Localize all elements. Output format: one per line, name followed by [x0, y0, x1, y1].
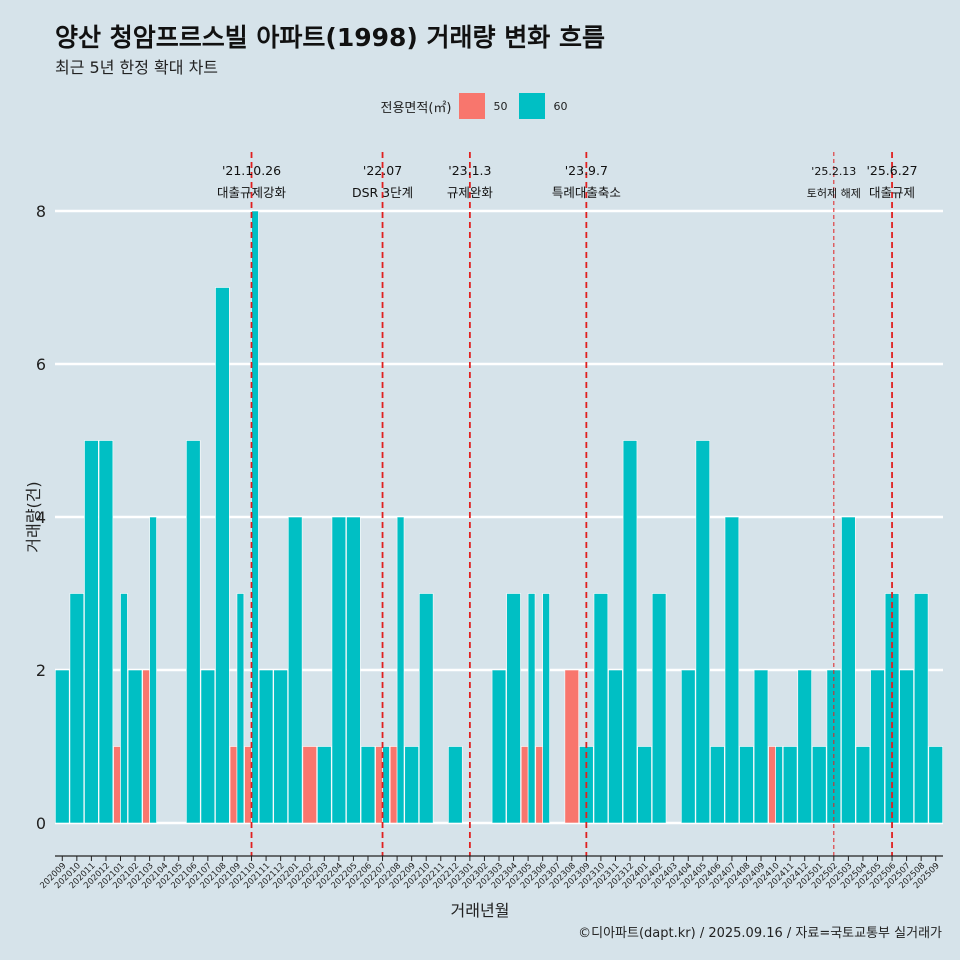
bar-50	[768, 746, 776, 824]
bar-60	[448, 746, 463, 824]
bar-60	[928, 746, 943, 824]
legend-swatch-60	[519, 93, 546, 119]
bar-50	[564, 669, 580, 824]
bar-60	[98, 440, 114, 824]
bar-60	[855, 746, 871, 824]
bar-60	[870, 669, 885, 824]
bar-60	[258, 669, 274, 824]
event-date-label: '25.2.13	[811, 165, 856, 178]
bar-50	[535, 746, 543, 824]
bar-60	[775, 746, 783, 824]
bar-60	[287, 516, 303, 824]
bar-60	[710, 746, 725, 824]
bar-60	[913, 593, 929, 824]
bar-50	[229, 746, 238, 824]
bar-60	[841, 516, 856, 824]
bar-60	[637, 746, 652, 824]
bar-50	[142, 669, 150, 824]
bar-60	[127, 669, 143, 824]
bar-60	[491, 669, 507, 824]
event-date-label: '23.1.3	[448, 163, 491, 178]
bar-60	[200, 669, 216, 824]
bar-60	[724, 516, 740, 824]
bar-60	[782, 746, 798, 824]
event-date-label: '25.6.27	[866, 163, 917, 178]
bar-60	[69, 593, 85, 824]
bar-60	[236, 593, 245, 824]
bar-50	[113, 746, 121, 824]
y-tick-label: 2	[36, 661, 46, 680]
bar-60	[404, 746, 419, 824]
bar-50	[520, 746, 529, 824]
bar-60	[542, 593, 550, 824]
event-date-label: '22.07	[363, 163, 402, 178]
event-name-label: 특례대출축소	[552, 185, 621, 200]
bar-60	[695, 440, 711, 824]
bar-60	[418, 593, 434, 824]
y-tick-label: 6	[36, 355, 46, 374]
bar-60	[317, 746, 332, 824]
bar-60	[346, 516, 361, 824]
event-name-label: 토허제 해제	[807, 186, 861, 200]
legend-label-60: 60	[553, 99, 568, 113]
event-name-label: DSR 3단계	[352, 185, 413, 200]
bar-60	[186, 440, 201, 824]
bar-60	[382, 746, 390, 824]
bar-60	[812, 746, 827, 824]
bar-60	[797, 669, 812, 824]
bar-60	[360, 746, 376, 824]
bar-60	[899, 669, 914, 824]
x-axis-label: 거래년월	[450, 901, 510, 920]
event-date-label: '23.9.7	[565, 163, 608, 178]
source-caption: ©디아파트(dapt.kr) / 2025.09.16 / 자료=국토교통부 실…	[578, 926, 942, 941]
bar-60	[396, 516, 405, 824]
bar-60	[593, 593, 609, 824]
bar-60	[251, 210, 259, 824]
legend-swatch-50	[459, 93, 486, 119]
chart-subtitle: 최근 5년 한정 확대 차트	[55, 58, 219, 77]
bar-60	[608, 669, 623, 824]
y-tick-label: 8	[36, 202, 46, 221]
bar-60	[84, 440, 99, 824]
bar-60	[120, 593, 128, 824]
bar-60	[527, 593, 536, 824]
bar-60	[622, 440, 638, 824]
event-name-label: 대출규제	[869, 185, 915, 200]
event-name-label: 규제완화	[447, 185, 494, 200]
legend: 전용면적(㎡) 50 60	[0, 93, 960, 119]
bar-60	[739, 746, 754, 824]
bar-60	[149, 516, 157, 824]
bar-60	[273, 669, 288, 824]
bar-60	[55, 669, 70, 824]
legend-title: 전용면적(㎡)	[380, 100, 452, 116]
bar-60	[681, 669, 696, 824]
bar-50	[375, 746, 383, 824]
bar-60	[331, 516, 347, 824]
bar-60	[651, 593, 667, 824]
bar-50	[244, 746, 252, 824]
bar-60	[215, 287, 230, 824]
y-tick-label: 0	[36, 814, 46, 833]
bar-60	[753, 669, 769, 824]
y-axis-label: 거래량(건)	[24, 481, 43, 553]
bar-50	[389, 746, 398, 824]
bar-50	[302, 746, 317, 824]
legend-label-50: 50	[493, 99, 508, 113]
event-date-label: '21.10.26	[222, 163, 281, 178]
y-tick-label: 4	[36, 508, 46, 527]
bar-60	[506, 593, 521, 824]
event-name-label: 대출규제강화	[217, 185, 287, 200]
chart-title: 양산 청암프르스빌 아파트(1998) 거래량 변화 흐름	[55, 23, 605, 52]
